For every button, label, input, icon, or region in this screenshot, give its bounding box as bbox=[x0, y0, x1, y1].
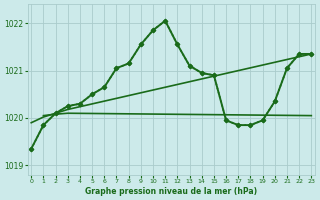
X-axis label: Graphe pression niveau de la mer (hPa): Graphe pression niveau de la mer (hPa) bbox=[85, 187, 257, 196]
